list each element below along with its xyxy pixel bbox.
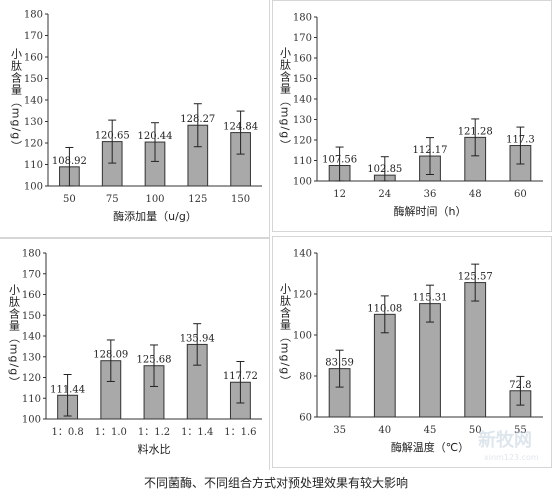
data-label: 111.44 <box>50 384 85 395</box>
y-tick-label: 120 <box>24 139 43 150</box>
y-tick-label: 140 <box>24 96 43 107</box>
y-tick-label: 180 <box>293 13 312 24</box>
x-axis-label: 酶添加量（u/g） <box>113 209 197 223</box>
y-tick-label: 160 <box>22 290 41 301</box>
chart-panel-enzyme-dose: 100 110 120 130 140 150 160 170 180 小肽含量（mg/g） 108… <box>0 0 270 238</box>
x-tick-label: 48 <box>469 189 482 200</box>
y-tick-label: 120 <box>22 373 41 384</box>
x-tick-label: 12 <box>333 189 346 200</box>
data-label: 117.3 <box>506 135 535 146</box>
y-tick-label: 150 <box>293 74 312 85</box>
x-tick-label: 50 <box>63 194 76 205</box>
y-tick-label: 140 <box>22 332 41 343</box>
x-axis-label: 酶解时间（h） <box>394 204 467 218</box>
data-label: 112.17 <box>413 145 448 156</box>
figure-caption: 不同菌酶、不同组合方式对预处理效果有较大影响 <box>143 476 408 490</box>
data-label: 125.68 <box>137 355 172 366</box>
x-tick-label: 1：0.8 <box>51 427 83 438</box>
y-tick-label: 130 <box>24 117 43 128</box>
x-tick-label: 24 <box>378 189 391 200</box>
data-label: 107.56 <box>322 155 357 166</box>
y-tick-label: 100 <box>293 331 312 342</box>
x-tick-label: 35 <box>333 425 346 436</box>
y-tick-label: 120 <box>293 136 312 147</box>
y-tick-label: 100 <box>24 182 43 193</box>
y-tick-label: 180 <box>24 10 43 21</box>
data-label: 83.59 <box>325 358 354 369</box>
y-tick-label: 130 <box>22 352 41 363</box>
y-tick-label: 140 <box>293 249 312 260</box>
x-tick-label: 45 <box>424 425 437 436</box>
data-label: 115.31 <box>413 293 448 304</box>
bar-chart-solid-water-ratio: 100 110 120 130 140 150 160 170 180 小肽含量（mg/g） 111… <box>8 249 262 456</box>
chart-panel-hydrolysis-time: 100 110 120 130 140 150 160 170 180 小肽含量（mg/g） 107… <box>272 0 552 232</box>
data-label: 102.85 <box>367 164 402 175</box>
y-tick-label: 130 <box>293 115 312 126</box>
x-tick-label: 100 <box>145 194 164 205</box>
x-tick-label: 75 <box>106 194 119 205</box>
data-label: 128.09 <box>93 350 128 361</box>
y-tick-label: 170 <box>22 269 41 280</box>
x-tick-label: 50 <box>469 425 482 436</box>
bar-chart-hydrolysis-time: 100 110 120 130 140 150 160 170 180 小肽含量（mg/g） 107… <box>279 13 543 218</box>
data-label: 117.72 <box>223 371 258 382</box>
x-tick-label: 1：1.4 <box>181 427 213 438</box>
chart-panel-hydrolysis-temperature: 60 80 100 120 140 小肽含量（mg/g） 83.59 35 110.08 40 11… <box>272 236 552 468</box>
data-label: 120.65 <box>95 131 130 142</box>
data-label: 135.94 <box>180 333 215 344</box>
bar-chart-hydrolysis-temperature: 60 80 100 120 140 小肽含量（mg/g） 83.59 35 110.08 40 11… <box>279 249 543 454</box>
bar-chart-enzyme-dose: 100 110 120 130 140 150 160 170 180 小肽含量（mg/g） 108… <box>10 10 262 223</box>
x-tick-label: 36 <box>424 189 437 200</box>
x-tick-label: 40 <box>378 425 391 436</box>
x-tick-label: 60 <box>514 189 527 200</box>
data-label: 124.84 <box>223 122 258 133</box>
y-axis-label: 小肽含量（mg/g） <box>8 283 21 388</box>
x-axis-label: 酶解温度（℃） <box>391 440 469 454</box>
y-tick-label: 150 <box>24 74 43 85</box>
y-tick-label: 110 <box>22 394 41 405</box>
y-tick-label: 170 <box>24 31 43 42</box>
data-label: 108.92 <box>52 156 87 167</box>
data-label: 120.44 <box>138 131 173 142</box>
y-tick-label: 140 <box>293 95 312 106</box>
y-tick-label: 60 <box>299 413 312 424</box>
y-tick-label: 120 <box>293 290 312 301</box>
data-label: 110.08 <box>367 303 402 314</box>
watermark-url: xinm123.com <box>484 453 539 462</box>
watermark-logo: 新牧网 xinm123.com <box>476 424 550 466</box>
data-label: 125.57 <box>458 272 493 283</box>
y-tick-label: 160 <box>293 54 312 65</box>
y-axis-label: 小肽含量（mg/g） <box>10 47 23 152</box>
y-axis-label: 小肽含量（mg/g） <box>279 46 292 151</box>
y-tick-label: 180 <box>22 249 41 260</box>
x-tick-label: 125 <box>188 194 207 205</box>
y-tick-label: 150 <box>22 311 41 322</box>
data-label: 72.8 <box>509 380 531 391</box>
y-tick-label: 170 <box>293 33 312 44</box>
y-axis-label: 小肽含量（mg/g） <box>279 282 292 387</box>
y-tick-label: 80 <box>299 372 312 383</box>
y-tick-label: 110 <box>293 156 312 167</box>
x-tick-label: 1：1.6 <box>224 427 256 438</box>
data-label: 121.28 <box>458 126 493 137</box>
x-tick-label: 55 <box>514 425 527 436</box>
x-tick-label: 150 <box>231 194 250 205</box>
y-tick-label: 100 <box>22 415 41 426</box>
y-tick-label: 160 <box>24 53 43 64</box>
x-axis-label: 料水比 <box>138 442 171 456</box>
chart-panel-solid-water-ratio: 100 110 120 130 140 150 160 170 180 小肽含量（mg/g） 111… <box>0 238 270 470</box>
y-tick-label: 110 <box>24 160 43 171</box>
x-tick-label: 1：1.2 <box>138 427 170 438</box>
watermark-text: 新牧网 <box>478 429 532 451</box>
data-label: 128.27 <box>180 114 215 125</box>
bar <box>464 282 487 418</box>
y-tick-label: 100 <box>293 177 312 188</box>
x-tick-label: 1：1.0 <box>95 427 127 438</box>
